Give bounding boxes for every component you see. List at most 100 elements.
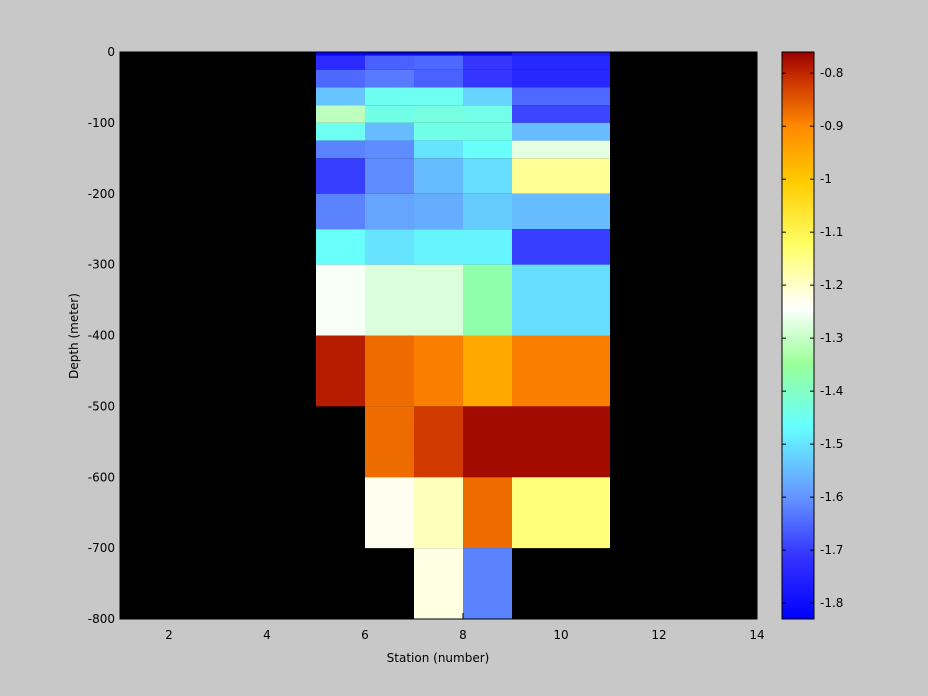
colorbar-tick-label: -0.9 <box>820 119 843 133</box>
heatmap-cell <box>414 158 463 194</box>
heatmap-cell <box>316 158 365 194</box>
y-axis-label: Depth (meter) <box>67 293 81 379</box>
x-tick-label: 4 <box>263 628 271 642</box>
colorbar-tick-label: -1.3 <box>820 331 843 345</box>
heatmap-cell <box>414 87 463 106</box>
colorbar-strip <box>782 52 814 619</box>
heatmap-cell <box>316 140 365 159</box>
heatmap-cell <box>463 55 512 70</box>
heatmap-cell <box>316 193 365 230</box>
heatmap-cell <box>316 229 365 265</box>
heatmap-cell <box>512 122 610 141</box>
heatmap-cell <box>316 87 365 106</box>
colorbar-ticks: -0.8 -0.9 -1 -1.1 -1.2 -1.3 -1.4 -1.5 -1.6 -1.7 -1… <box>781 51 843 620</box>
heatmap-cell <box>316 52 365 56</box>
heatmap-cell <box>365 105 414 123</box>
heatmap-cell <box>365 122 414 141</box>
colorbar-tick-label: -1.4 <box>820 384 843 398</box>
colorbar-tick-label: -1.6 <box>820 490 843 504</box>
heatmap-cell <box>463 477 512 549</box>
y-tick-label: -400 <box>88 329 115 343</box>
heatmap-cell <box>414 264 463 336</box>
heatmap-cell <box>414 406 463 478</box>
x-tick-label: 14 <box>749 628 764 642</box>
heatmap-cell <box>414 55 463 70</box>
heatmap-cell <box>512 158 610 194</box>
heatmap-cell <box>365 193 414 230</box>
x-tick-label: 8 <box>459 628 467 642</box>
colorbar-tick-label: -1 <box>820 172 832 186</box>
heatmap-cell <box>512 229 610 265</box>
heatmap-cell <box>512 55 610 70</box>
colorbar-tick-label: -1.5 <box>820 437 843 451</box>
heatmap-cell <box>512 52 610 56</box>
heatmap-cell <box>512 193 610 230</box>
heatmap-cell <box>463 229 512 265</box>
heatmap-cell <box>365 87 414 106</box>
y-tick-label: -300 <box>88 258 115 272</box>
heatmap-cell <box>463 406 512 478</box>
heatmap-cell <box>414 140 463 159</box>
x-tick-label: 10 <box>553 628 568 642</box>
heatmap-cell <box>463 193 512 230</box>
x-tick-label: 12 <box>651 628 666 642</box>
heatmap-cell <box>463 105 512 123</box>
heatmap-cell <box>463 548 512 619</box>
heatmap-cell <box>414 229 463 265</box>
heatmap-cell <box>365 69 414 88</box>
heatmap-cell <box>463 335 512 407</box>
x-axis-label: Station (number) <box>387 651 490 665</box>
y-tick-label: -700 <box>88 541 115 555</box>
heatmap-cell <box>316 335 365 407</box>
colorbar-tick-label: -1.7 <box>820 543 843 557</box>
plot-axes: 2 4 6 8 10 12 14 0 -100 -200 -300 -400 -500 -600 -700… <box>88 45 765 642</box>
heatmap-cell <box>365 335 414 407</box>
colorbar-tick-label: -0.8 <box>820 66 843 80</box>
heatmap-cell <box>365 158 414 194</box>
heatmap-cell <box>512 105 610 123</box>
heatmap-cell <box>512 406 610 478</box>
heatmap-cell <box>463 122 512 141</box>
y-tick-label: -600 <box>88 470 115 484</box>
y-tick-label: 0 <box>107 45 115 59</box>
heatmap-cell <box>512 335 610 407</box>
colorbar-tick-label: -1.8 <box>820 596 843 610</box>
heatmap-cell <box>414 122 463 141</box>
heatmap-cell <box>365 52 414 56</box>
y-tick-label: -800 <box>88 612 115 626</box>
heatmap-cell <box>316 69 365 88</box>
colorbar-tick-label: -1.1 <box>820 225 843 239</box>
heatmap-cell <box>463 69 512 88</box>
heatmap-cell <box>414 335 463 407</box>
heatmap-cell <box>512 87 610 106</box>
x-tick-label: 2 <box>165 628 173 642</box>
heatmap-cell <box>365 229 414 265</box>
heatmap-cell <box>414 69 463 88</box>
heatmap-cell <box>463 140 512 159</box>
heatmap-cell <box>512 140 610 159</box>
heatmap-cell <box>463 52 512 56</box>
heatmap-cell <box>414 105 463 123</box>
colorbar: -0.8 -0.9 -1 -1.1 -1.2 -1.3 -1.4 -1.5 -1.6 -1.7 -1… <box>781 51 843 620</box>
heatmap-cell <box>316 264 365 336</box>
heatmap-cell <box>463 264 512 336</box>
colorbar-tick-label: -1.2 <box>820 278 843 292</box>
heatmap-cell <box>316 105 365 123</box>
heatmap-cell <box>414 477 463 549</box>
heatmap-cell <box>414 52 463 56</box>
heatmap-cell <box>316 122 365 141</box>
heatmap-cell <box>365 477 414 549</box>
heatmap-cell <box>512 477 610 549</box>
y-tick-label: -500 <box>88 399 115 413</box>
heatmap-cell <box>365 55 414 70</box>
heatmap-cell <box>365 140 414 159</box>
y-tick-label: -200 <box>88 187 115 201</box>
heatmap-cells <box>316 52 610 619</box>
heatmap-cell <box>414 548 463 619</box>
y-tick-label: -100 <box>88 116 115 130</box>
heatmap-cell <box>414 193 463 230</box>
heatmap-cell <box>512 264 610 336</box>
heatmap-cell <box>463 158 512 194</box>
plot-border <box>119 51 758 620</box>
